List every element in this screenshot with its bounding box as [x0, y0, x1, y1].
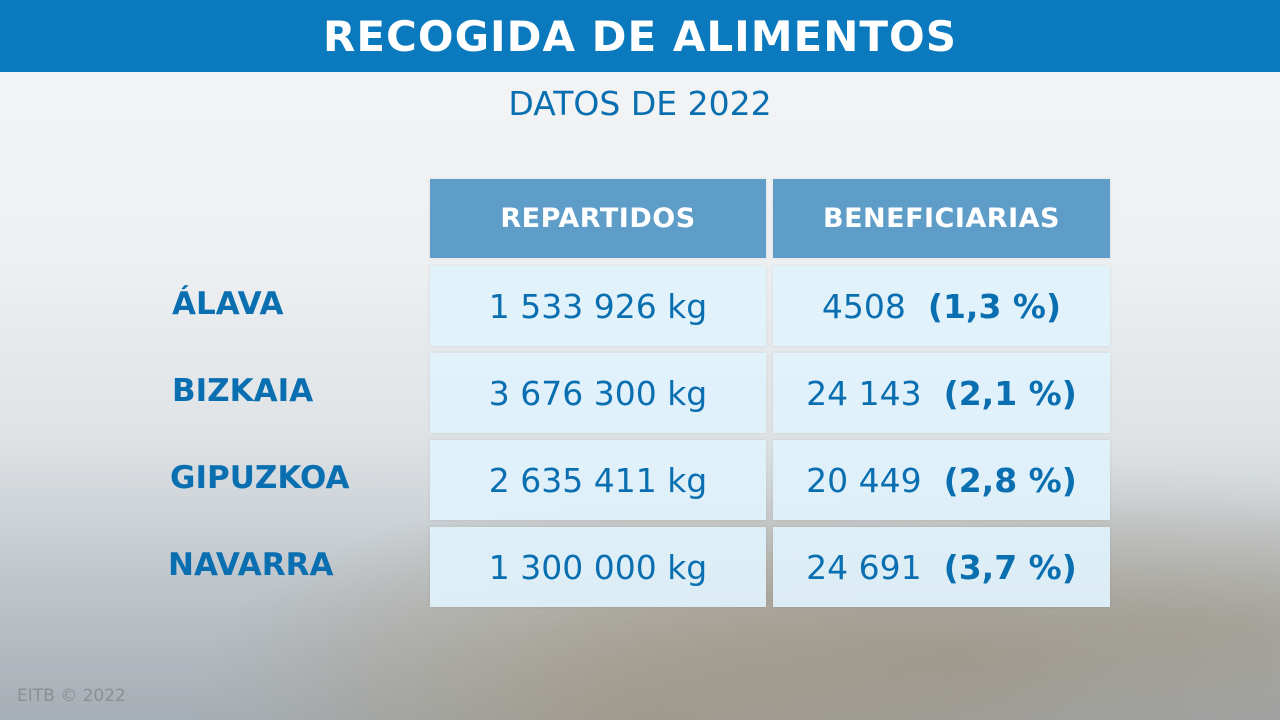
beneficiarias-percent: (1,3 %)	[927, 286, 1062, 326]
subtitle: DATOS DE 2022	[508, 84, 772, 123]
beneficiarias-percent: (3,7 %)	[943, 547, 1077, 587]
row-label: GIPUZKOA	[170, 460, 350, 496]
column-header-repartidos: REPARTIDOS	[430, 179, 766, 258]
row-label: ÁLAVA	[172, 286, 284, 322]
repartidos-cell: 1 533 926 kg	[430, 266, 766, 346]
beneficiarias-value: 24 143	[806, 373, 922, 413]
column-header-beneficiarias: BENEFICIARIAS	[773, 179, 1110, 258]
beneficiarias-cell: 4508 (1,3 %)	[773, 266, 1110, 346]
beneficiarias-cell: 20 449 (2,8 %)	[773, 440, 1110, 520]
row-label: NAVARRA	[168, 547, 334, 583]
repartidos-cell: 3 676 300 kg	[430, 353, 766, 433]
beneficiarias-cell: 24 143 (2,1 %)	[773, 353, 1110, 433]
beneficiarias-value: 4508	[821, 286, 906, 326]
repartidos-cell: 2 635 411 kg	[430, 440, 766, 520]
title-bar: RECOGIDA DE ALIMENTOS	[0, 0, 1280, 72]
beneficiarias-percent: (2,8 %)	[943, 460, 1077, 500]
page-title: RECOGIDA DE ALIMENTOS	[323, 11, 957, 61]
repartidos-cell: 1 300 000 kg	[430, 527, 766, 607]
beneficiarias-percent: (2,1 %)	[943, 373, 1077, 413]
beneficiarias-value: 20 449	[806, 460, 922, 500]
beneficiarias-value: 24 691	[806, 547, 922, 587]
beneficiarias-cell: 24 691 (3,7 %)	[773, 527, 1110, 607]
row-label: BIZKAIA	[172, 373, 314, 409]
copyright-credit: EITB © 2022	[17, 686, 126, 706]
